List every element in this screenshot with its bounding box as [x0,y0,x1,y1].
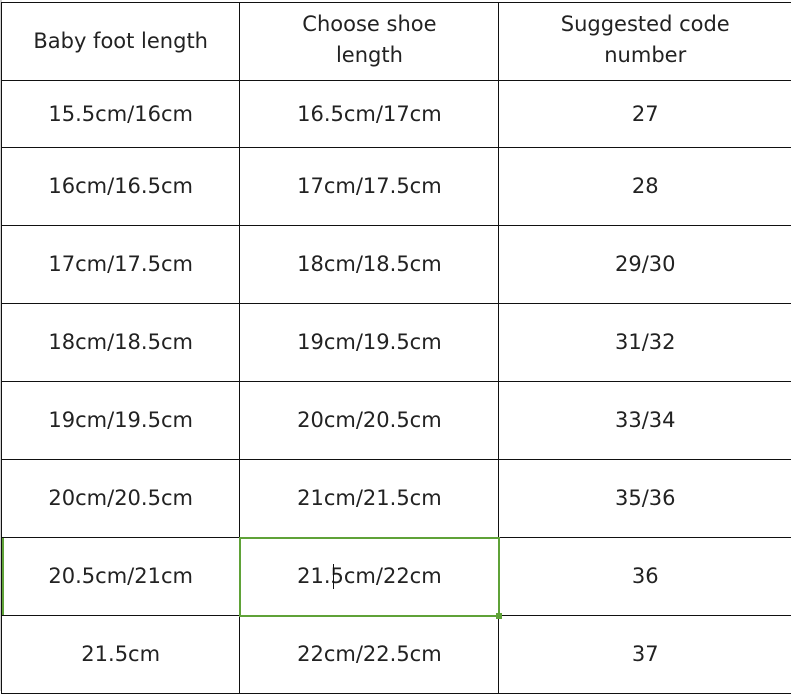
table-cell[interactable]: 17cm/17.5cm [2,226,240,304]
table-cell[interactable]: 16cm/16.5cm [2,148,240,226]
table-cell[interactable]: 15.5cm/16cm [2,81,240,148]
table-cell[interactable]: 35/36 [499,460,791,538]
table-cell[interactable]: 20cm/20.5cm [240,382,499,460]
table-cell[interactable]: 28 [499,148,791,226]
table-cell[interactable]: 16.5cm/17cm [240,81,499,148]
table-cell[interactable]: 37 [499,616,791,694]
table-cell[interactable]: 19cm/19.5cm [240,304,499,382]
selected-cell[interactable]: 21.5cm/22cm [240,538,499,616]
table-cell[interactable]: 22cm/22.5cm [240,616,499,694]
table-cell[interactable]: 20.5cm/21cm [2,538,240,616]
table-cell[interactable]: 36 [499,538,791,616]
table-cell[interactable]: 21.5cm [2,616,240,694]
table-cell[interactable]: 19cm/19.5cm [2,382,240,460]
column-header[interactable]: Suggested code number [499,3,791,81]
selected-cell-content: 21.5cm/22cm [297,561,442,592]
table-cell[interactable]: 33/34 [499,382,791,460]
table-row: 20.5cm/21cm 21.5cm/22cm 36 [2,538,791,616]
table-cell[interactable]: 18cm/18.5cm [2,304,240,382]
table-cell[interactable]: 27 [499,81,791,148]
table-cell[interactable]: 18cm/18.5cm [240,226,499,304]
column-header[interactable]: Baby foot length [2,3,240,81]
table-cell[interactable]: 17cm/17.5cm [240,148,499,226]
table-cell[interactable]: 21cm/21.5cm [240,460,499,538]
column-header[interactable]: Choose shoe length [240,3,499,81]
table-cell[interactable]: 29/30 [499,226,791,304]
table-cell[interactable]: 20cm/20.5cm [2,460,240,538]
table-cell[interactable]: 31/32 [499,304,791,382]
selected-cell-text: 21.5cm/22cm [297,564,442,588]
text-caret [333,564,334,589]
